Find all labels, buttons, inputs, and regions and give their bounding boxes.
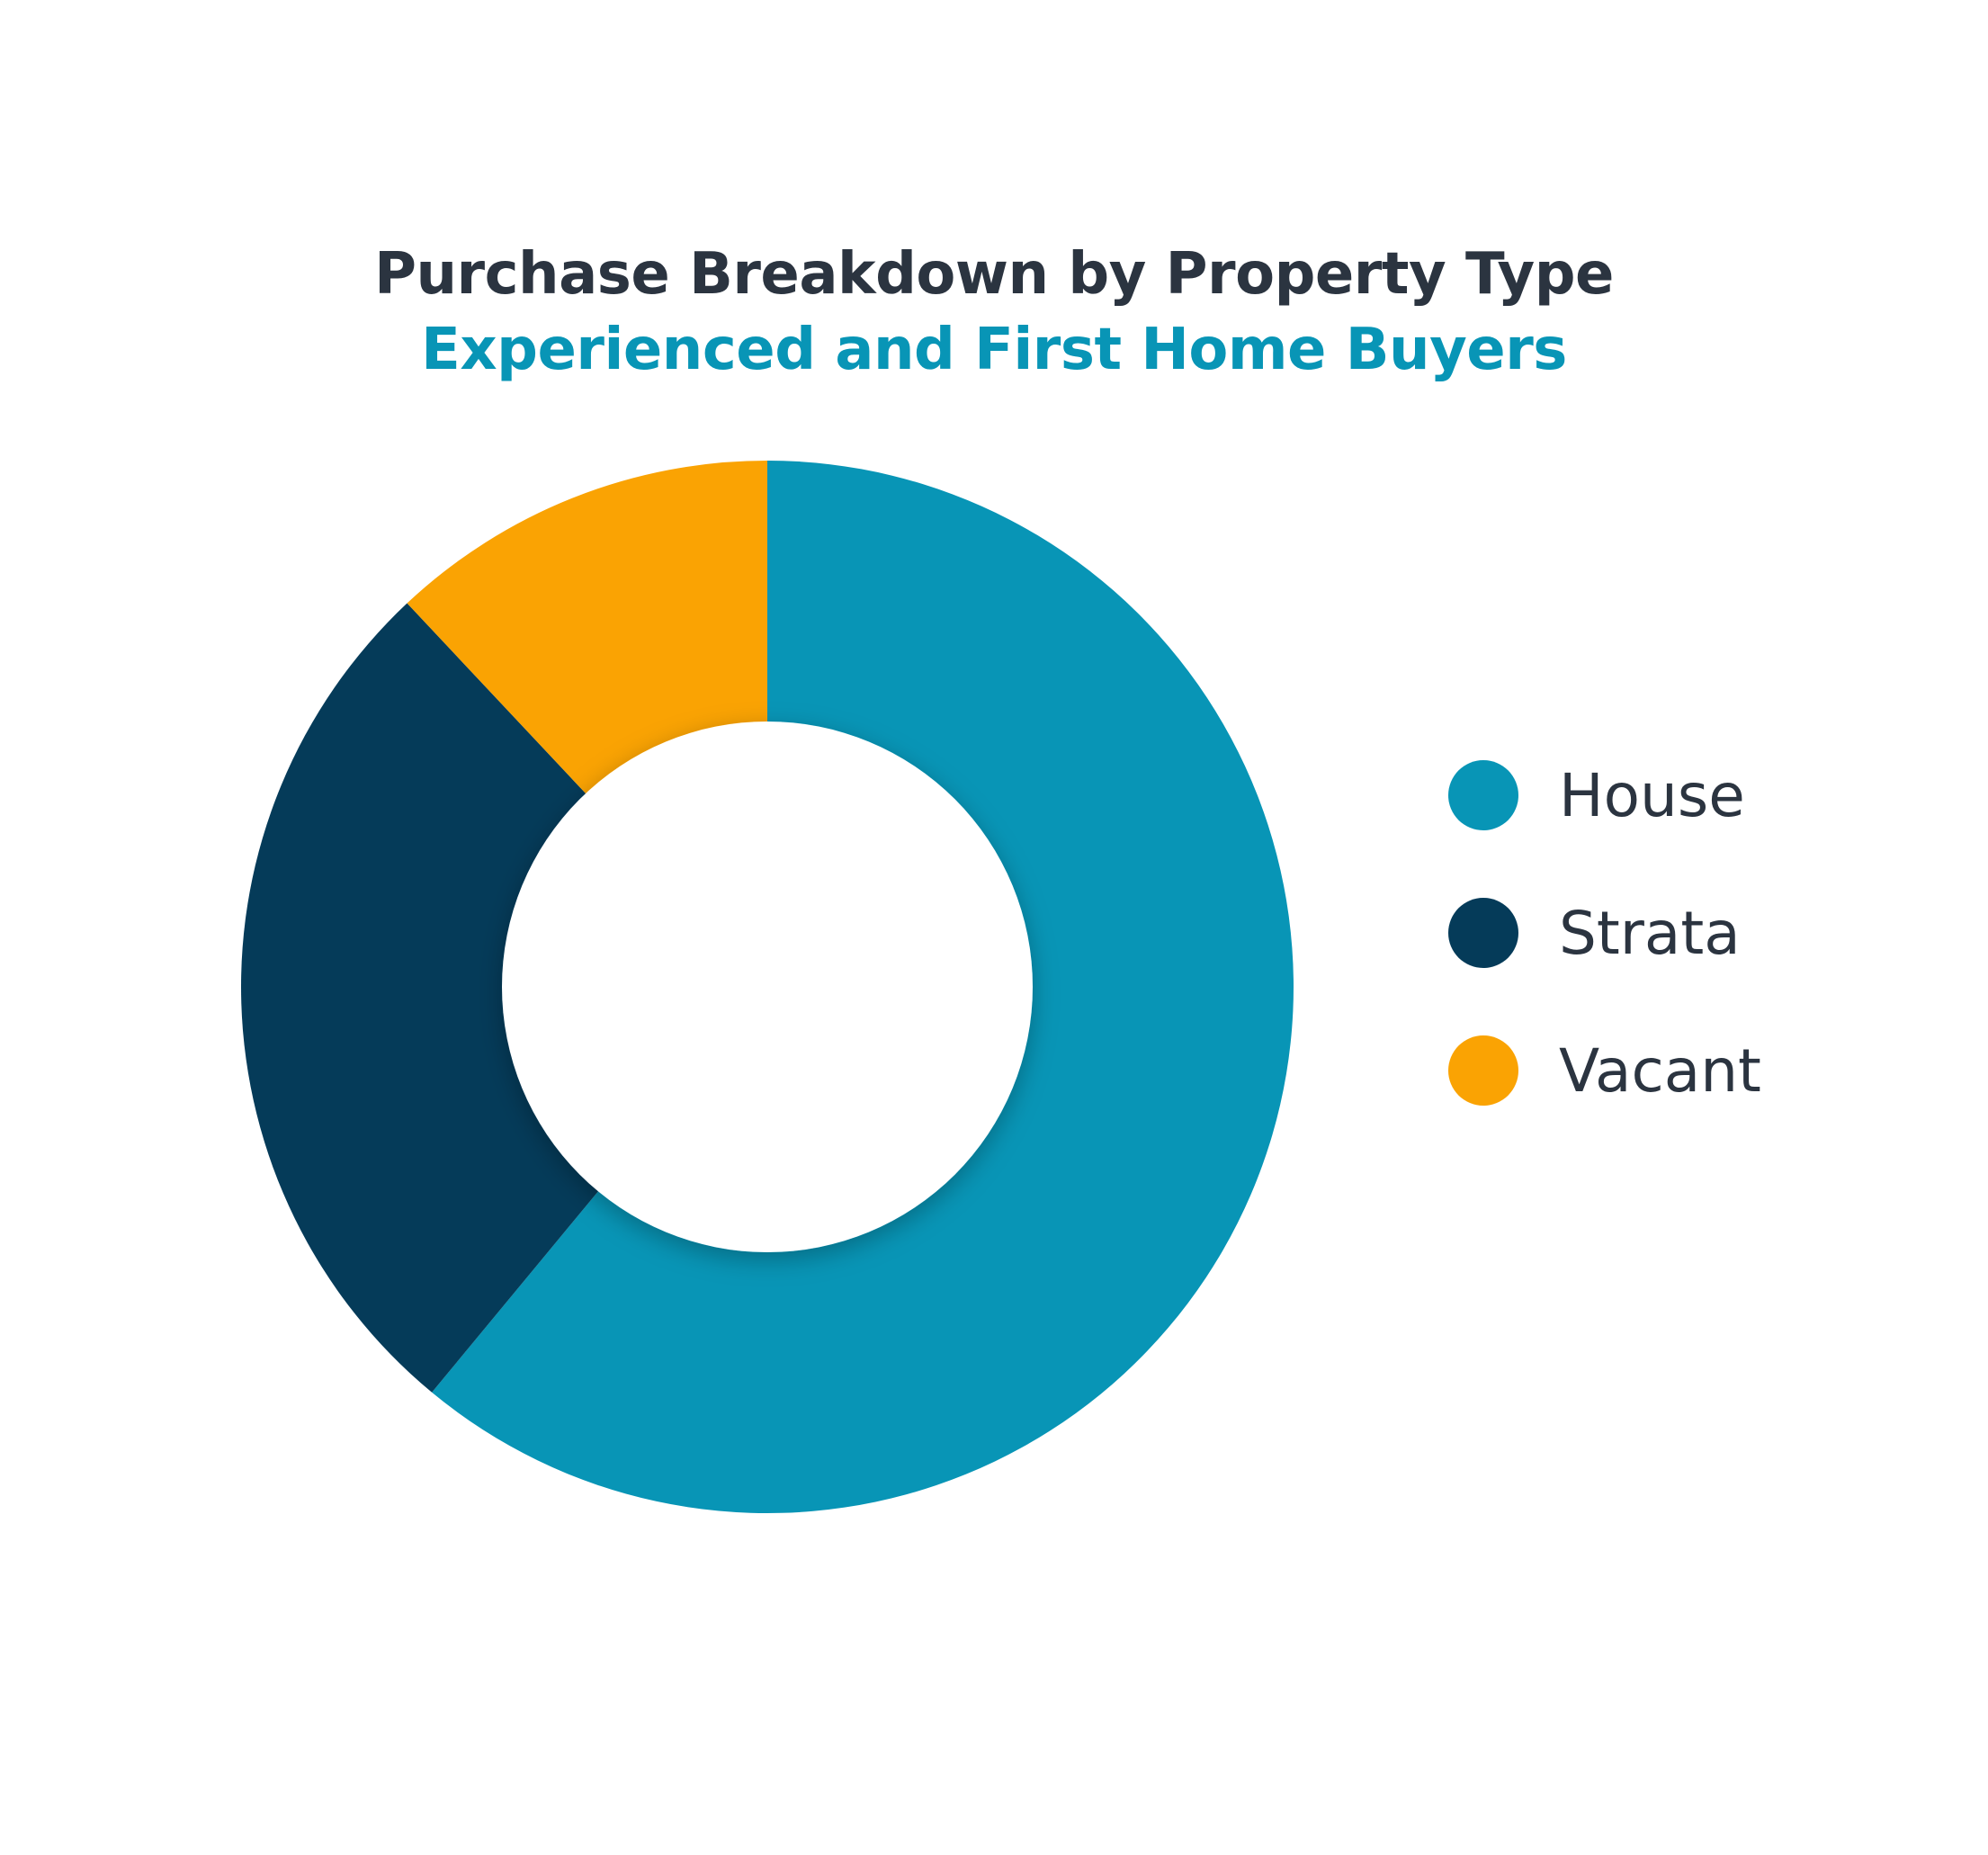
chart-legend: House Strata Vacant — [1448, 760, 1844, 1173]
chart-title: Purchase Breakdown by Property Type — [374, 241, 1614, 308]
legend-swatch-house — [1448, 760, 1518, 830]
legend-item-house: House — [1448, 760, 1844, 830]
legend-item-vacant: Vacant — [1448, 1035, 1844, 1106]
legend-label-house: House — [1559, 760, 1745, 830]
donut-hole — [502, 721, 1033, 1252]
legend-swatch-strata — [1448, 898, 1518, 968]
legend-label-vacant: Vacant — [1559, 1035, 1761, 1106]
legend-item-strata: Strata — [1448, 898, 1844, 968]
legend-label-strata: Strata — [1559, 898, 1741, 968]
chart-subtitle: Experienced and First Home Buyers — [421, 317, 1567, 383]
legend-swatch-vacant — [1448, 1035, 1518, 1106]
